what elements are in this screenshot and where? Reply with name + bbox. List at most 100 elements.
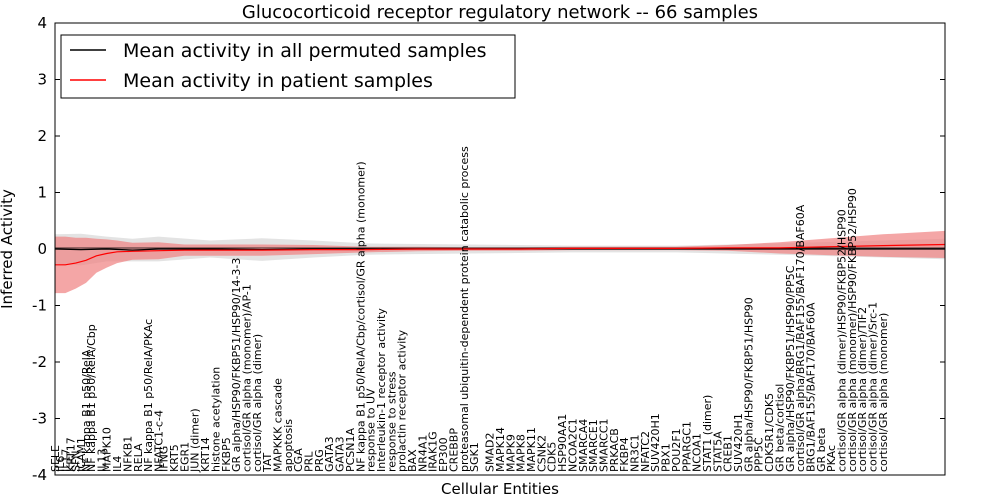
entity-label: GR alpha/HSP90/FKBP51/HSP90: [742, 297, 755, 472]
entity-label: EGR1: [178, 442, 191, 472]
entity-label: IL13: [96, 449, 109, 472]
y-tick-label: 0: [37, 240, 47, 258]
entity-label: NFKB1: [121, 436, 134, 472]
entity-label: SMARCE1: [587, 419, 600, 472]
entity-label: NF kappa B1 p50/RelA/PKAc: [142, 319, 155, 472]
entity-label: SGK1: [468, 442, 481, 472]
entity-label: KRT5: [168, 444, 181, 472]
entity-label: IL6: [54, 456, 67, 472]
entity-label: cortisol/GR alpha (dimer): [251, 334, 264, 472]
entity-label: GR beta/cortisol: [773, 384, 786, 472]
entity-label: histone acetylation: [209, 367, 222, 472]
legend: Mean activity in all permuted samples Me…: [60, 34, 516, 99]
entity-label: SMARCA4: [577, 419, 590, 472]
entity-label: ICAM1: [75, 437, 88, 472]
entity-label: CREB1: [722, 435, 735, 472]
entity-label: apoptosis: [282, 419, 295, 472]
entity-label: SUV420H1: [649, 413, 662, 472]
entity-label: cortisol/GR alpha (monomer): [877, 313, 890, 472]
entity-label: cortisol/GR alpha/BRG1/BAF155/BAF170/BAF…: [794, 204, 807, 472]
entity-label: GR alpha/HSP90/FKBP51/HSP90/14-3-3: [230, 258, 243, 472]
entity-label: SFN: [70, 450, 83, 472]
entity-label: IL17: [59, 449, 72, 472]
entity-label: MAPK10: [101, 427, 114, 472]
entity-label: response to stress: [385, 371, 398, 472]
entity-label: BAX: [406, 449, 419, 472]
entity-label: prolactin receptor activity: [396, 329, 409, 472]
entity-label: IRAK1G: [427, 431, 440, 472]
entity-label: MAPK14: [494, 427, 507, 472]
series-lines: [54, 243, 946, 266]
entity-label: GATA3: [334, 436, 347, 472]
legend-box: [60, 34, 516, 99]
y-tick-label: 2: [37, 127, 47, 145]
series-line-patient: [55, 243, 946, 266]
y-tick-label: 1: [37, 184, 47, 202]
entity-label: IL4: [111, 456, 124, 472]
entity-label: NFATC2: [639, 431, 652, 472]
entity-label: JUN (dimer): [189, 408, 202, 473]
entity-label: cortisol/GR alpha (monomer)/HSP90/FKBP52…: [846, 188, 859, 472]
entity-label: FKBP4: [618, 437, 631, 472]
y-tick-label: -1: [32, 297, 47, 315]
entity-label: NF kappa B1 p50/RelA/Cbp/cortisol/GR alp…: [354, 161, 367, 472]
entity-label: TAT: [261, 452, 274, 473]
entity-label: BRG1/BAF155/BAF170/BAF60A: [804, 302, 817, 472]
entity-label: NR4A1: [416, 435, 429, 472]
chart-title: Glucocorticoid receptor regulatory netwo…: [242, 2, 758, 23]
x-axis-label: Cellular Entities: [441, 480, 559, 498]
entity-label: NCOA1: [691, 433, 704, 472]
entity-label: RELA: [132, 443, 145, 472]
entity-label: CSNK2: [535, 435, 548, 472]
entity-label: FKBP5: [220, 437, 233, 472]
y-axis-label: Inferred Activity: [0, 189, 16, 309]
entity-label: CGA: [292, 448, 305, 472]
entity-label: cortisol/GR alpha (dimer)/TIF2: [856, 307, 869, 472]
entity-label: MAPK11: [525, 427, 538, 472]
entity-label: IFNG: [158, 446, 171, 472]
entity-label: SMAD2: [484, 433, 497, 472]
entity-label: MAPK9: [504, 434, 517, 472]
entity-label: HSP90AA1: [556, 414, 569, 472]
entity-label: CREBBP: [447, 428, 460, 472]
entity-label: response to UV: [365, 388, 378, 472]
entity-label: CDK5: [546, 442, 559, 472]
entity-label: PPARGC1: [680, 421, 693, 472]
y-tick-label: 3: [37, 71, 47, 89]
legend-label-patient: Mean activity in patient samples: [123, 70, 433, 92]
entity-label: PRG: [313, 449, 326, 472]
y-tick-label: -4: [32, 466, 47, 484]
entity-label: cortisol/GR alpha (monomer)/AP-1: [240, 284, 253, 472]
entity-label: SUV420H1: [732, 413, 745, 472]
entity-label: GR beta: [815, 428, 828, 472]
y-axis-ticks: -4 -3 -2 -1 0 1 2 3 4: [32, 14, 945, 484]
entity-label: NFATC1-c-4: [152, 410, 165, 472]
y-tick-label: -2: [32, 353, 47, 371]
entity-label: NF kappa B1 p50/RelA/Cbp: [85, 324, 98, 472]
entity-label: EP300: [437, 437, 450, 472]
entity-label: SMARCC1: [597, 419, 610, 472]
entity-label: MAPK8: [515, 434, 528, 472]
y-tick-label: -3: [32, 410, 47, 428]
entity-label: cortisol/GR alpha (dimer)/Src-1: [867, 302, 880, 472]
entity-label: NCOA2C1: [566, 418, 579, 472]
confidence-bands: [55, 230, 945, 294]
entity-label: cortisol/GR alpha (dimer)/HSP90/FKBP52/H…: [836, 209, 849, 472]
entity-label: POU2F1: [670, 428, 683, 472]
entity-label: KRT14: [199, 437, 212, 472]
entity-label: KRT17: [65, 437, 78, 472]
entity-label: PPP5C: [753, 437, 766, 472]
entity-label: Interleukin-1 receptor activity: [375, 308, 388, 472]
entity-label: PCSN1A: [344, 427, 357, 472]
entity-label: GATA3: [323, 436, 336, 472]
entity-label: GR alpha/HSP90/FKBP51/HSP90/PP5C: [784, 265, 797, 472]
entity-label: CDK5R1/CDK5: [763, 393, 776, 472]
entity-label: MAPKKK cascade: [272, 378, 285, 472]
band-patient: [55, 230, 945, 294]
entity-label: PRL: [303, 451, 316, 472]
entity-label: NR3C1: [629, 434, 642, 472]
entity-label: proteasomal ubiquitin-dependent protein …: [458, 146, 471, 472]
entity-label: PRKACB: [608, 428, 621, 472]
entity-label: STAT5A: [711, 431, 724, 472]
